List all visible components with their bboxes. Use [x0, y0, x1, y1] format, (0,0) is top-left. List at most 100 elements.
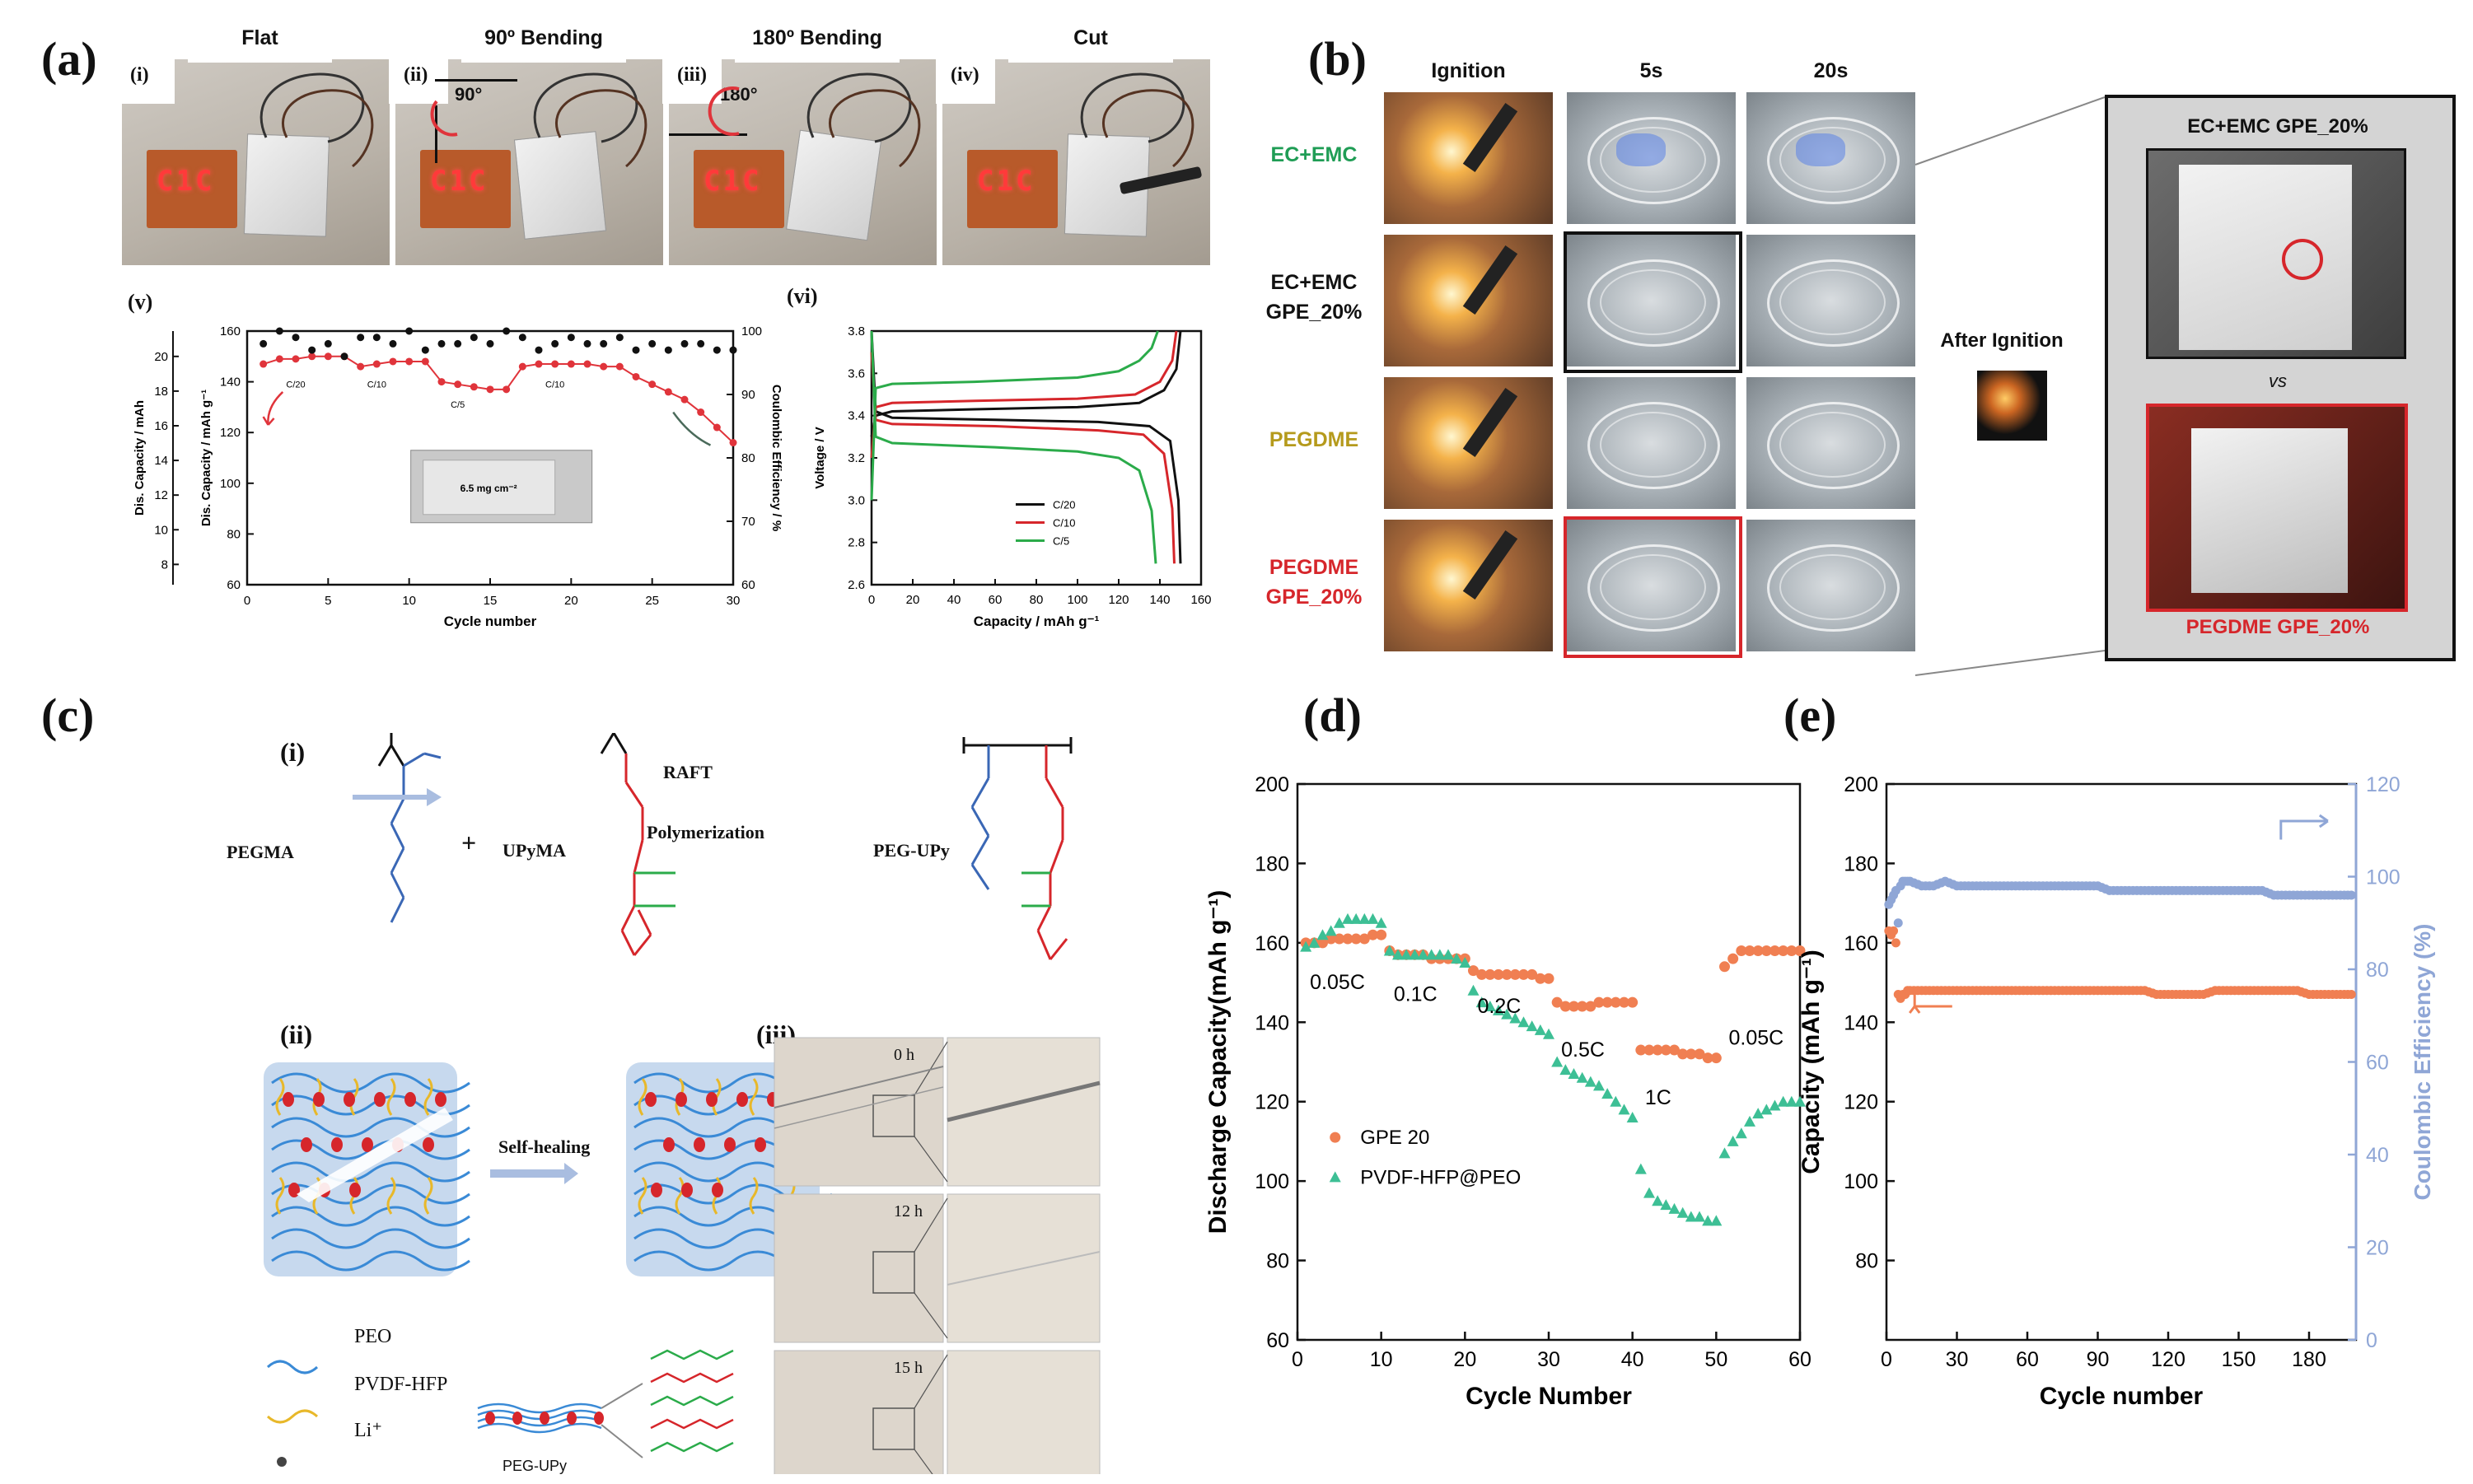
pvdf-point — [1484, 1001, 1496, 1011]
gpe20-point — [1350, 933, 1362, 945]
petri-dish-rim — [1767, 544, 1900, 632]
pvdf-point — [1400, 949, 1413, 960]
capacity-point — [372, 360, 381, 368]
y2-tick-label: 80 — [741, 451, 755, 465]
gpe20-point — [1619, 996, 1629, 1008]
bond — [1049, 938, 1068, 960]
pvdf-point — [1409, 949, 1421, 960]
peo-chain — [271, 1072, 470, 1094]
match-icon — [1977, 371, 2047, 441]
pvdf-point — [1618, 1104, 1630, 1115]
inset-top-label: EC+EMC GPE_20% — [2187, 115, 2368, 138]
angle-arrow — [430, 100, 458, 137]
petri-dish-rim — [1767, 117, 1900, 204]
gpe20-point — [1643, 1044, 1655, 1056]
pvdf-point — [1744, 1115, 1755, 1127]
petri-dish-inner — [1600, 554, 1706, 620]
pvdf-chain — [749, 1078, 759, 1116]
ce-point — [535, 346, 543, 354]
gpe20-point — [1794, 945, 1806, 956]
peo-chain — [271, 1183, 470, 1205]
legend-label: C/10 — [1053, 516, 1075, 529]
bond — [390, 823, 405, 849]
bond — [1036, 905, 1052, 931]
x-axis-label: Cycle number — [444, 614, 537, 629]
y-tick-label: 140 — [220, 376, 241, 390]
petri-dish-photo — [1746, 520, 1915, 651]
column-header: 5s — [1639, 59, 1663, 82]
hbond-site — [435, 1092, 446, 1107]
outer-tick-label: 12 — [154, 488, 168, 502]
pegupy-site — [485, 1412, 495, 1425]
capacity-point — [308, 352, 316, 361]
curve-discharge — [870, 330, 1157, 564]
plus-sign: + — [461, 828, 477, 857]
ce-point — [340, 352, 348, 361]
time-label: 0 h — [894, 1046, 914, 1064]
pvdf-chain — [423, 1078, 433, 1116]
led-display-text: C1C — [430, 165, 489, 198]
bond — [970, 777, 990, 808]
x-tick-label: 25 — [645, 594, 659, 608]
pegma-label: PEGMA — [227, 842, 294, 862]
hbond-site — [423, 1137, 434, 1152]
photo-title: 180º Bending — [752, 26, 882, 49]
inset-bottom-label: PEGDME GPE_20% — [2185, 616, 2370, 638]
x-tick-label: 0 — [244, 594, 250, 608]
gpe20-point — [1727, 953, 1739, 964]
bond — [423, 752, 442, 759]
rate-label: 0.05C — [1729, 1027, 1784, 1050]
photo-title: 90º Bending — [484, 26, 603, 49]
legend-pvdf-swatch — [266, 1409, 319, 1424]
wire — [1080, 72, 1185, 143]
pegupy-site — [540, 1412, 549, 1425]
zoom-line — [914, 1041, 948, 1096]
pvdf-point — [1752, 1108, 1765, 1119]
gpe20-point — [1627, 996, 1639, 1008]
gpe20-point — [1317, 937, 1328, 949]
y-tick-label: 160 — [220, 324, 241, 338]
gpe20-point — [1710, 1052, 1722, 1064]
after-ignition-label: After Ignition — [1940, 329, 2064, 352]
y-tick-label: 140 — [1255, 1011, 1289, 1034]
peo-chain — [271, 1161, 470, 1183]
curve-discharge — [870, 352, 1176, 564]
bond — [633, 839, 644, 874]
hbond-site — [404, 1092, 416, 1107]
pegupy-chain — [477, 1416, 602, 1427]
gpe20-point — [1652, 1044, 1663, 1056]
petri-dish-inner — [1779, 269, 1886, 335]
pvdf-point — [1392, 949, 1404, 960]
pvdf-point — [1534, 1024, 1546, 1035]
x-tick-label: 10 — [402, 594, 416, 608]
x-tick-label: 50 — [1704, 1348, 1727, 1371]
outer-tick-label: 14 — [154, 454, 168, 468]
x-tick-label: 40 — [1621, 1348, 1644, 1371]
microscope-image — [774, 1350, 944, 1474]
wire — [554, 89, 647, 168]
ce-point — [503, 327, 511, 335]
outer-tick-label: 16 — [154, 419, 168, 433]
pvdf-point — [1425, 949, 1438, 960]
x-tick-label: 5 — [325, 594, 331, 608]
y-tick-label: 160 — [1844, 932, 1878, 955]
petri-dish-rim — [1587, 402, 1720, 489]
ce-point — [389, 339, 397, 348]
x-tick-label: 60 — [989, 593, 1003, 607]
highlight-box-red — [1564, 516, 1742, 658]
pvdf-point — [1316, 929, 1329, 940]
x-tick-label: 30 — [727, 594, 741, 608]
pvdf-point — [1685, 1211, 1697, 1222]
pvdf-point — [1367, 912, 1379, 924]
x-tick-label: 0 — [868, 593, 875, 607]
gpe20-point — [1585, 1001, 1596, 1012]
hbond-site — [712, 1183, 723, 1197]
pvdf-point — [1652, 1195, 1664, 1206]
pvdf-point — [1694, 1211, 1705, 1222]
scratch — [774, 1086, 944, 1129]
gpe20-point — [1778, 945, 1789, 956]
angle-mark — [435, 105, 503, 163]
y2-tick-label: 80 — [2366, 959, 2389, 982]
hbond-network — [650, 1349, 734, 1360]
y2-axis-label: Coulombic Efficiency / % — [769, 385, 783, 531]
